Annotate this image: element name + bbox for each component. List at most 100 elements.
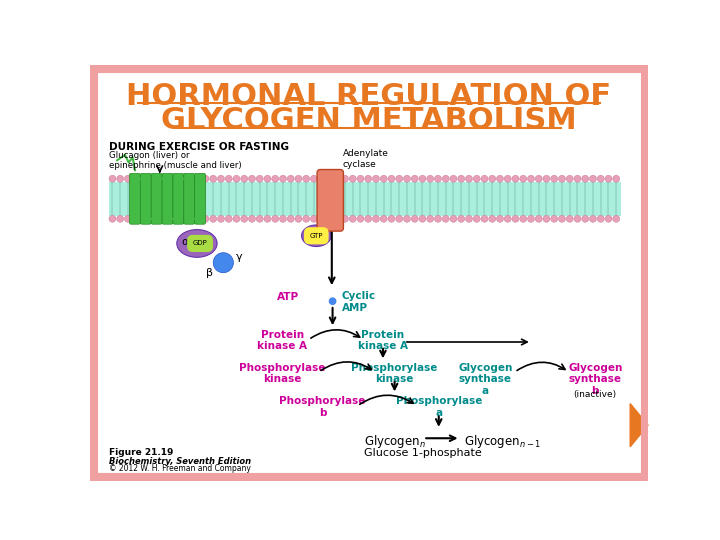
Circle shape bbox=[512, 215, 519, 222]
Circle shape bbox=[388, 215, 395, 222]
Circle shape bbox=[559, 176, 565, 182]
Circle shape bbox=[481, 176, 488, 182]
Circle shape bbox=[497, 215, 503, 222]
Polygon shape bbox=[630, 403, 648, 447]
Circle shape bbox=[466, 176, 472, 182]
Circle shape bbox=[450, 215, 457, 222]
Circle shape bbox=[132, 176, 139, 182]
Circle shape bbox=[287, 176, 294, 182]
Circle shape bbox=[233, 215, 240, 222]
Circle shape bbox=[434, 215, 441, 222]
Circle shape bbox=[559, 215, 565, 222]
Circle shape bbox=[163, 215, 170, 222]
Text: DURING EXERCISE OR FASTING: DURING EXERCISE OR FASTING bbox=[109, 142, 289, 152]
Circle shape bbox=[574, 215, 581, 222]
Circle shape bbox=[365, 176, 372, 182]
Circle shape bbox=[442, 176, 449, 182]
Text: α: α bbox=[181, 237, 189, 247]
Circle shape bbox=[186, 176, 194, 182]
Circle shape bbox=[279, 176, 287, 182]
Circle shape bbox=[217, 215, 225, 222]
Circle shape bbox=[302, 176, 310, 182]
Circle shape bbox=[551, 215, 558, 222]
Circle shape bbox=[419, 176, 426, 182]
Circle shape bbox=[109, 215, 116, 222]
Text: Glycogen$_n$: Glycogen$_n$ bbox=[364, 433, 426, 450]
Circle shape bbox=[256, 215, 264, 222]
Circle shape bbox=[248, 176, 256, 182]
Circle shape bbox=[240, 215, 248, 222]
Ellipse shape bbox=[302, 225, 331, 247]
Circle shape bbox=[365, 215, 372, 222]
Text: GLYCOGEN METABOLISM: GLYCOGEN METABOLISM bbox=[161, 106, 577, 136]
Circle shape bbox=[302, 215, 310, 222]
Text: β: β bbox=[206, 268, 213, 278]
Circle shape bbox=[117, 215, 124, 222]
Circle shape bbox=[473, 215, 480, 222]
Circle shape bbox=[574, 176, 581, 182]
Circle shape bbox=[551, 176, 558, 182]
Circle shape bbox=[310, 176, 318, 182]
Circle shape bbox=[287, 215, 294, 222]
Circle shape bbox=[156, 215, 163, 222]
Text: γ: γ bbox=[235, 252, 243, 262]
Circle shape bbox=[442, 215, 449, 222]
Circle shape bbox=[248, 215, 256, 222]
Circle shape bbox=[349, 215, 356, 222]
Circle shape bbox=[148, 176, 155, 182]
Circle shape bbox=[535, 215, 542, 222]
Circle shape bbox=[295, 176, 302, 182]
Text: (inactive): (inactive) bbox=[574, 390, 617, 399]
Text: Glucagon (liver) or
epinephrine (muscle and liver): Glucagon (liver) or epinephrine (muscle … bbox=[109, 151, 242, 171]
Circle shape bbox=[458, 176, 464, 182]
Circle shape bbox=[210, 215, 217, 222]
Circle shape bbox=[125, 215, 132, 222]
Circle shape bbox=[489, 215, 495, 222]
Text: HORMONAL REGULATION OF: HORMONAL REGULATION OF bbox=[127, 82, 611, 111]
Circle shape bbox=[528, 215, 534, 222]
Circle shape bbox=[334, 215, 341, 222]
Circle shape bbox=[613, 215, 620, 222]
Circle shape bbox=[597, 176, 604, 182]
Circle shape bbox=[481, 215, 488, 222]
Circle shape bbox=[520, 176, 527, 182]
Circle shape bbox=[434, 176, 441, 182]
Circle shape bbox=[582, 215, 589, 222]
Circle shape bbox=[264, 176, 271, 182]
Circle shape bbox=[357, 176, 364, 182]
Circle shape bbox=[372, 176, 379, 182]
Circle shape bbox=[566, 176, 573, 182]
Circle shape bbox=[225, 176, 233, 182]
Bar bbox=[109, 182, 621, 215]
Circle shape bbox=[341, 215, 348, 222]
Circle shape bbox=[279, 215, 287, 222]
Circle shape bbox=[194, 215, 201, 222]
Circle shape bbox=[450, 176, 457, 182]
Circle shape bbox=[213, 253, 233, 273]
Circle shape bbox=[466, 215, 472, 222]
Circle shape bbox=[504, 215, 511, 222]
Circle shape bbox=[403, 176, 410, 182]
Circle shape bbox=[605, 176, 612, 182]
Text: ATP: ATP bbox=[277, 292, 300, 302]
FancyBboxPatch shape bbox=[173, 173, 184, 224]
Circle shape bbox=[140, 215, 147, 222]
Text: Figure 21.19: Figure 21.19 bbox=[109, 448, 174, 457]
Circle shape bbox=[210, 176, 217, 182]
Text: Protein
kinase A: Protein kinase A bbox=[257, 330, 307, 352]
Circle shape bbox=[202, 215, 209, 222]
Circle shape bbox=[590, 176, 596, 182]
Text: GDP: GDP bbox=[193, 240, 207, 246]
Circle shape bbox=[194, 176, 201, 182]
Circle shape bbox=[497, 176, 503, 182]
FancyBboxPatch shape bbox=[194, 173, 205, 224]
Circle shape bbox=[326, 215, 333, 222]
Circle shape bbox=[295, 215, 302, 222]
Circle shape bbox=[132, 215, 139, 222]
Circle shape bbox=[613, 176, 620, 182]
Circle shape bbox=[326, 176, 333, 182]
Circle shape bbox=[240, 176, 248, 182]
Circle shape bbox=[256, 176, 264, 182]
Text: Glucose 1-phosphate: Glucose 1-phosphate bbox=[364, 448, 482, 458]
Circle shape bbox=[380, 176, 387, 182]
